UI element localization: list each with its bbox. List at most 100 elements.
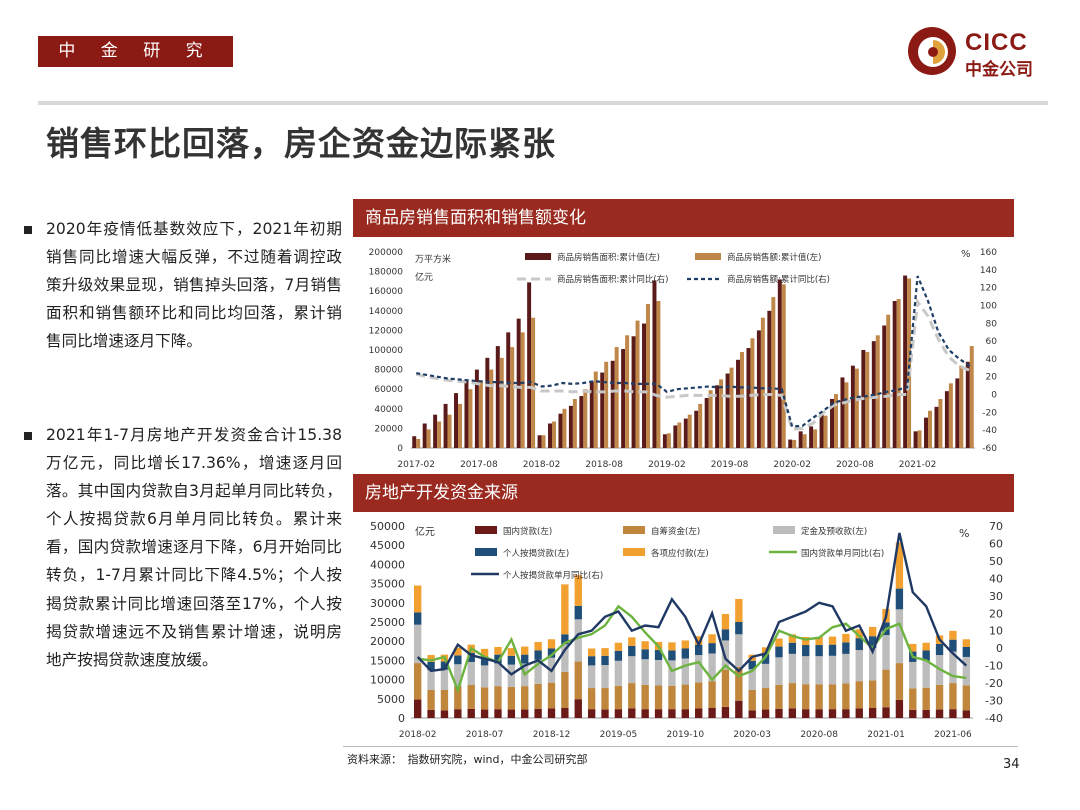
stack-bar-segment: [775, 638, 783, 647]
bar: [809, 426, 814, 448]
stack-bar-segment: [962, 656, 970, 686]
legend-label: 商品房销售额:累计值(左): [727, 252, 822, 263]
bar: [572, 399, 577, 448]
x-tick-label: 2018-02: [399, 730, 437, 740]
x-tick-label: 2019-05: [600, 730, 638, 740]
bar: [677, 422, 682, 448]
y2-tick-label: 10: [989, 625, 1003, 638]
stack-bar-segment: [454, 709, 462, 718]
stack-bar-segment: [574, 619, 582, 662]
legend-label: 商品房销售面积:累计值(左): [557, 252, 660, 263]
stack-bar-segment: [868, 680, 877, 709]
y2-tick-label: 70: [989, 520, 1003, 533]
bar: [792, 439, 797, 448]
stack-bar-segment: [802, 709, 810, 718]
stack-bar-segment: [668, 642, 676, 651]
bar: [767, 310, 772, 448]
y-tick-label: 20000: [374, 424, 403, 434]
stack-bar-segment: [641, 684, 649, 710]
bar: [527, 282, 532, 448]
bar: [489, 369, 494, 448]
stack-bar-segment: [761, 709, 770, 718]
x-tick-label: 2020-08: [800, 730, 838, 740]
legend-swatch: [773, 526, 795, 534]
stack-bar-segment: [935, 684, 944, 710]
legend-label: 个人按揭贷款单月同比(右): [503, 570, 603, 581]
stack-bar-segment: [521, 646, 529, 655]
y-tick-label: 80000: [374, 366, 403, 376]
stack-bar-segment: [547, 708, 556, 718]
x-tick-label: 2021-02: [899, 460, 937, 470]
stack-bar-segment: [494, 686, 502, 710]
bar: [610, 360, 615, 448]
stack-bar-segment: [962, 685, 970, 711]
funding-chart: 0 5000 10000 15000 20000 25000 30000 35000 40000…: [370, 520, 1003, 740]
stack-bar-segment: [507, 648, 516, 656]
y-tick-label: 20000: [370, 635, 405, 648]
bar: [694, 410, 699, 448]
bar: [646, 303, 650, 448]
bar: [850, 365, 855, 448]
bullet-square-icon: [24, 432, 32, 440]
stack-bar-segment: [788, 642, 797, 654]
bar: [907, 278, 912, 448]
bar: [771, 297, 776, 448]
stack-bar-segment: [708, 634, 716, 644]
stack-bar-segment: [775, 646, 783, 658]
bar: [781, 284, 786, 448]
bar: [948, 383, 953, 448]
stack-bar-segment: [828, 684, 837, 710]
stack-bar-segment: [815, 636, 823, 646]
bar: [621, 349, 626, 448]
stack-bar-segment: [521, 686, 529, 710]
stack-bar-segment: [842, 653, 850, 684]
stack-bar-segment: [802, 656, 810, 685]
y-tick-label: 45000: [370, 539, 405, 552]
bar: [589, 381, 594, 448]
stack-bar-segment: [547, 682, 556, 709]
y-axis-unit: 万平方米: [415, 253, 451, 265]
bar: [715, 385, 720, 448]
stack-bar-segment: [668, 709, 676, 718]
stack-bar-segment: [962, 639, 970, 647]
x-tick-label: 2020-03: [733, 730, 771, 740]
stack-bar-segment: [815, 709, 823, 718]
x-tick-label: 2021-06: [934, 730, 972, 740]
stack-bar-segment: [695, 708, 703, 718]
x-tick-label: 2018-12: [533, 730, 571, 740]
stack-bar-segment: [695, 644, 703, 656]
stack-bar-segment: [815, 645, 823, 657]
stack-bar-segment: [909, 709, 917, 718]
stack-bar-segment: [895, 609, 904, 664]
bar: [882, 325, 887, 448]
stack-bar-segment: [454, 655, 462, 665]
legend-swatch: [525, 253, 551, 260]
legend-label: 定金及预收款(左): [801, 526, 867, 537]
stack-bar-segment: [587, 665, 596, 689]
stack-bar-segment: [761, 654, 770, 664]
stack-bar-segment: [735, 598, 743, 622]
stack-bar-segment: [414, 612, 422, 625]
bar: [478, 380, 483, 448]
y-tick-label: 35000: [370, 578, 405, 591]
stack-bar-segment: [735, 666, 743, 701]
bar: [840, 377, 845, 448]
stack-bar-segment: [882, 635, 890, 670]
x-tick-label: 2020-02: [773, 460, 811, 470]
bullet-square-icon: [24, 226, 32, 234]
bar: [552, 421, 556, 448]
bar: [673, 425, 678, 448]
stack-bar-segment: [949, 709, 957, 718]
bar: [485, 357, 490, 448]
bar: [729, 367, 734, 448]
stack-bar-segment: [494, 646, 502, 655]
bar: [516, 318, 521, 448]
bar: [736, 359, 740, 448]
x-tick-label: 2018-08: [585, 460, 623, 470]
stack-bar-segment: [868, 648, 877, 681]
y-tick-label: 120000: [369, 326, 404, 336]
bar: [819, 414, 824, 448]
chart2-title: 房地产开发资金来源: [353, 474, 1014, 512]
stack-bar-segment: [895, 588, 904, 610]
stack-bar-segment: [842, 683, 850, 710]
